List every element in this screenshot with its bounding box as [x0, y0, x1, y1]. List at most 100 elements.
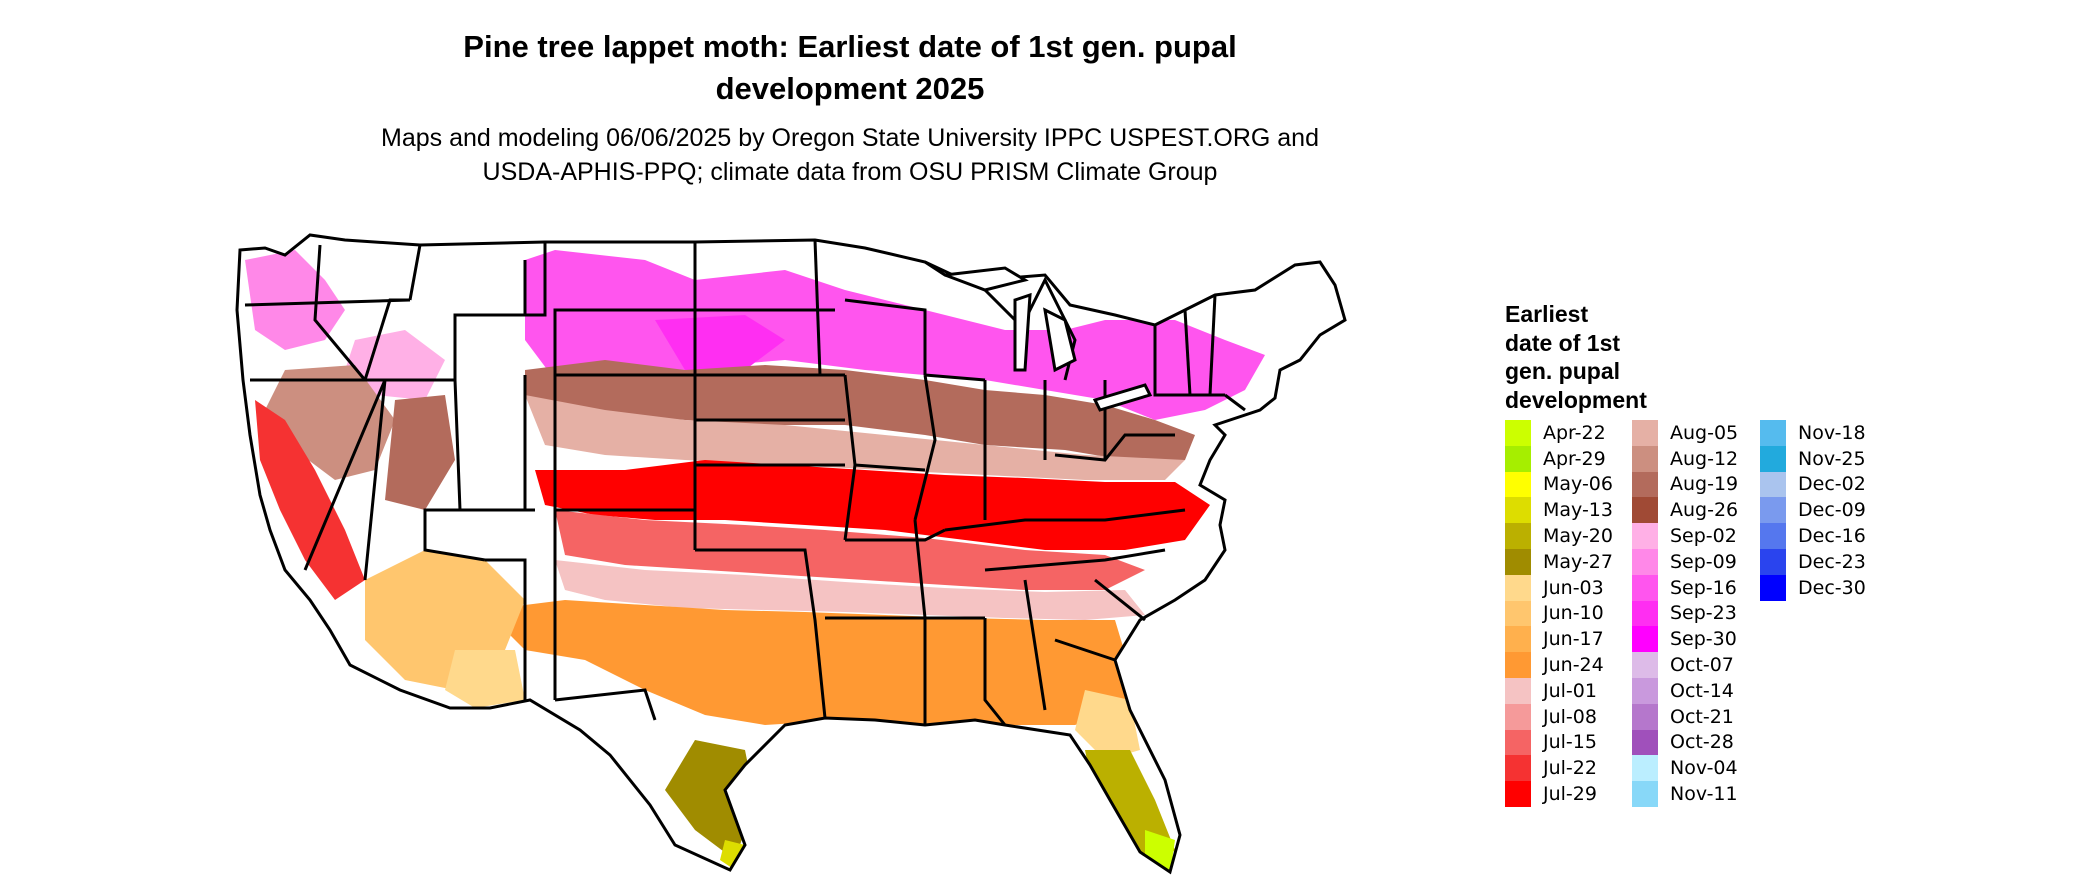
legend-swatch	[1632, 548, 1658, 575]
legend-column-3: Nov-18 Nov-25 Dec-02 Dec-09 Dec-16 Dec-23 Dec-…	[1760, 420, 1866, 601]
legend-column-1: Apr-22 Apr-29 May-06 May-13 May-20 May-27 Jun-…	[1505, 420, 1613, 807]
legend-title-line-1: Earliest	[1505, 301, 1589, 327]
legend-label: Oct-21	[1670, 705, 1734, 728]
legend-swatch	[1632, 703, 1658, 730]
legend-item: May-27	[1505, 548, 1613, 575]
legend-swatch	[1760, 445, 1786, 472]
legend-item: Nov-04	[1632, 755, 1738, 782]
legend-label: May-06	[1543, 473, 1613, 496]
legend-label: Jul-29	[1543, 783, 1597, 806]
legend-item: Oct-28	[1632, 729, 1738, 756]
legend-item: Oct-14	[1632, 677, 1738, 704]
title-line-2: development 2025	[715, 71, 985, 106]
legend-item: Dec-16	[1760, 523, 1866, 549]
legend-swatch	[1632, 677, 1658, 704]
legend-swatch	[1505, 652, 1531, 678]
legend-item: Nov-18	[1760, 420, 1866, 446]
legend-label: Aug-12	[1670, 447, 1739, 470]
legend-item: Dec-02	[1760, 471, 1866, 498]
legend-swatch	[1632, 626, 1658, 653]
legend-swatch	[1505, 471, 1531, 498]
legend-item: Dec-09	[1760, 497, 1866, 524]
legend-item: Jul-01	[1505, 677, 1613, 704]
legend-swatch	[1505, 781, 1531, 807]
legend-label: Oct-28	[1670, 731, 1734, 754]
legend-item: Jul-15	[1505, 729, 1613, 756]
legend-column-2: Aug-05 Aug-12 Aug-19 Aug-26 Sep-02 Sep-09 Sep-…	[1632, 420, 1738, 807]
legend-swatch	[1505, 729, 1531, 756]
legend-label: Sep-30	[1670, 628, 1737, 651]
legend-item: Apr-22	[1505, 420, 1613, 446]
legend-label: Jul-08	[1543, 705, 1597, 728]
chart-title: Pine tree lappet moth: Earliest date of …	[300, 26, 1400, 110]
legend-item: Aug-12	[1632, 445, 1739, 472]
legend-item: Jun-24	[1505, 652, 1613, 678]
legend-label: Aug-05	[1670, 421, 1739, 444]
legend-swatch	[1760, 471, 1786, 498]
legend-item: Sep-30	[1632, 626, 1738, 653]
legend-label: Jun-24	[1543, 654, 1604, 677]
legend-swatch	[1505, 420, 1531, 446]
legend-swatch	[1505, 497, 1531, 524]
legend-label: Dec-02	[1798, 473, 1866, 496]
legend-swatch	[1505, 445, 1531, 472]
legend-swatch	[1760, 420, 1786, 446]
legend-label: Jul-15	[1543, 731, 1597, 754]
subtitle-line-1: Maps and modeling 06/06/2025 by Oregon S…	[381, 124, 1319, 152]
legend-label: Jun-10	[1543, 602, 1604, 625]
us-map	[235, 233, 1347, 875]
legend-swatch	[1505, 574, 1531, 601]
legend-swatch	[1632, 445, 1658, 472]
legend-label: Sep-02	[1670, 525, 1737, 548]
legend-title-line-4: development	[1505, 386, 1647, 413]
legend-item: Nov-25	[1760, 445, 1866, 472]
legend-label: Aug-19	[1670, 473, 1739, 496]
legend-label: Nov-25	[1798, 447, 1866, 470]
legend-title-line-2: date of 1st	[1505, 329, 1621, 356]
legend-item: Jun-17	[1505, 626, 1613, 653]
legend-label: Oct-14	[1670, 679, 1734, 702]
chart-subtitle: Maps and modeling 06/06/2025 by Oregon S…	[280, 121, 1420, 189]
legend-swatch	[1505, 677, 1531, 704]
legend-label: May-20	[1543, 525, 1613, 548]
legend-swatch	[1632, 755, 1658, 782]
legend-label: Nov-11	[1670, 783, 1738, 806]
legend-swatch	[1632, 574, 1658, 601]
legend-item: Sep-16	[1632, 574, 1738, 601]
legend-item: May-20	[1505, 523, 1613, 549]
legend-label: Nov-04	[1670, 757, 1738, 780]
legend-item: Sep-09	[1632, 548, 1738, 575]
legend-label: Sep-09	[1670, 550, 1737, 573]
legend-item: Sep-23	[1632, 600, 1738, 627]
legend-swatch	[1760, 497, 1786, 524]
legend-item: Nov-11	[1632, 781, 1738, 807]
legend-label: Jul-01	[1543, 679, 1597, 702]
legend-swatch	[1760, 523, 1786, 549]
legend-swatch	[1632, 523, 1658, 549]
legend-item: Aug-19	[1632, 471, 1739, 498]
legend-title-line-3: gen. pupal	[1505, 358, 1620, 384]
legend-item: Aug-26	[1632, 497, 1738, 524]
legend-swatch	[1505, 755, 1531, 782]
legend-label: Jul-22	[1543, 757, 1597, 780]
legend-item: Apr-29	[1505, 445, 1613, 472]
legend-swatch	[1505, 523, 1531, 549]
legend-label: Sep-16	[1670, 576, 1737, 599]
legend-label: Apr-29	[1543, 447, 1606, 470]
legend-label: Nov-18	[1798, 421, 1866, 444]
legend-label: Sep-23	[1670, 602, 1737, 625]
legend-swatch	[1505, 703, 1531, 730]
legend-swatch	[1760, 548, 1786, 575]
legend-swatch	[1632, 471, 1658, 498]
legend-swatch	[1632, 600, 1658, 627]
subtitle-line-2: USDA-APHIS-PPQ; climate data from OSU PR…	[482, 158, 1218, 186]
legend-swatch	[1632, 497, 1658, 524]
legend-swatch	[1632, 652, 1658, 678]
legend-item: Oct-07	[1632, 652, 1738, 678]
legend-item: Oct-21	[1632, 703, 1738, 730]
legend-label: Apr-22	[1543, 421, 1606, 444]
legend-swatch	[1632, 420, 1658, 446]
legend-label: Jun-17	[1543, 628, 1604, 651]
legend-item: Dec-23	[1760, 548, 1866, 575]
legend-item: Jul-22	[1505, 755, 1613, 782]
